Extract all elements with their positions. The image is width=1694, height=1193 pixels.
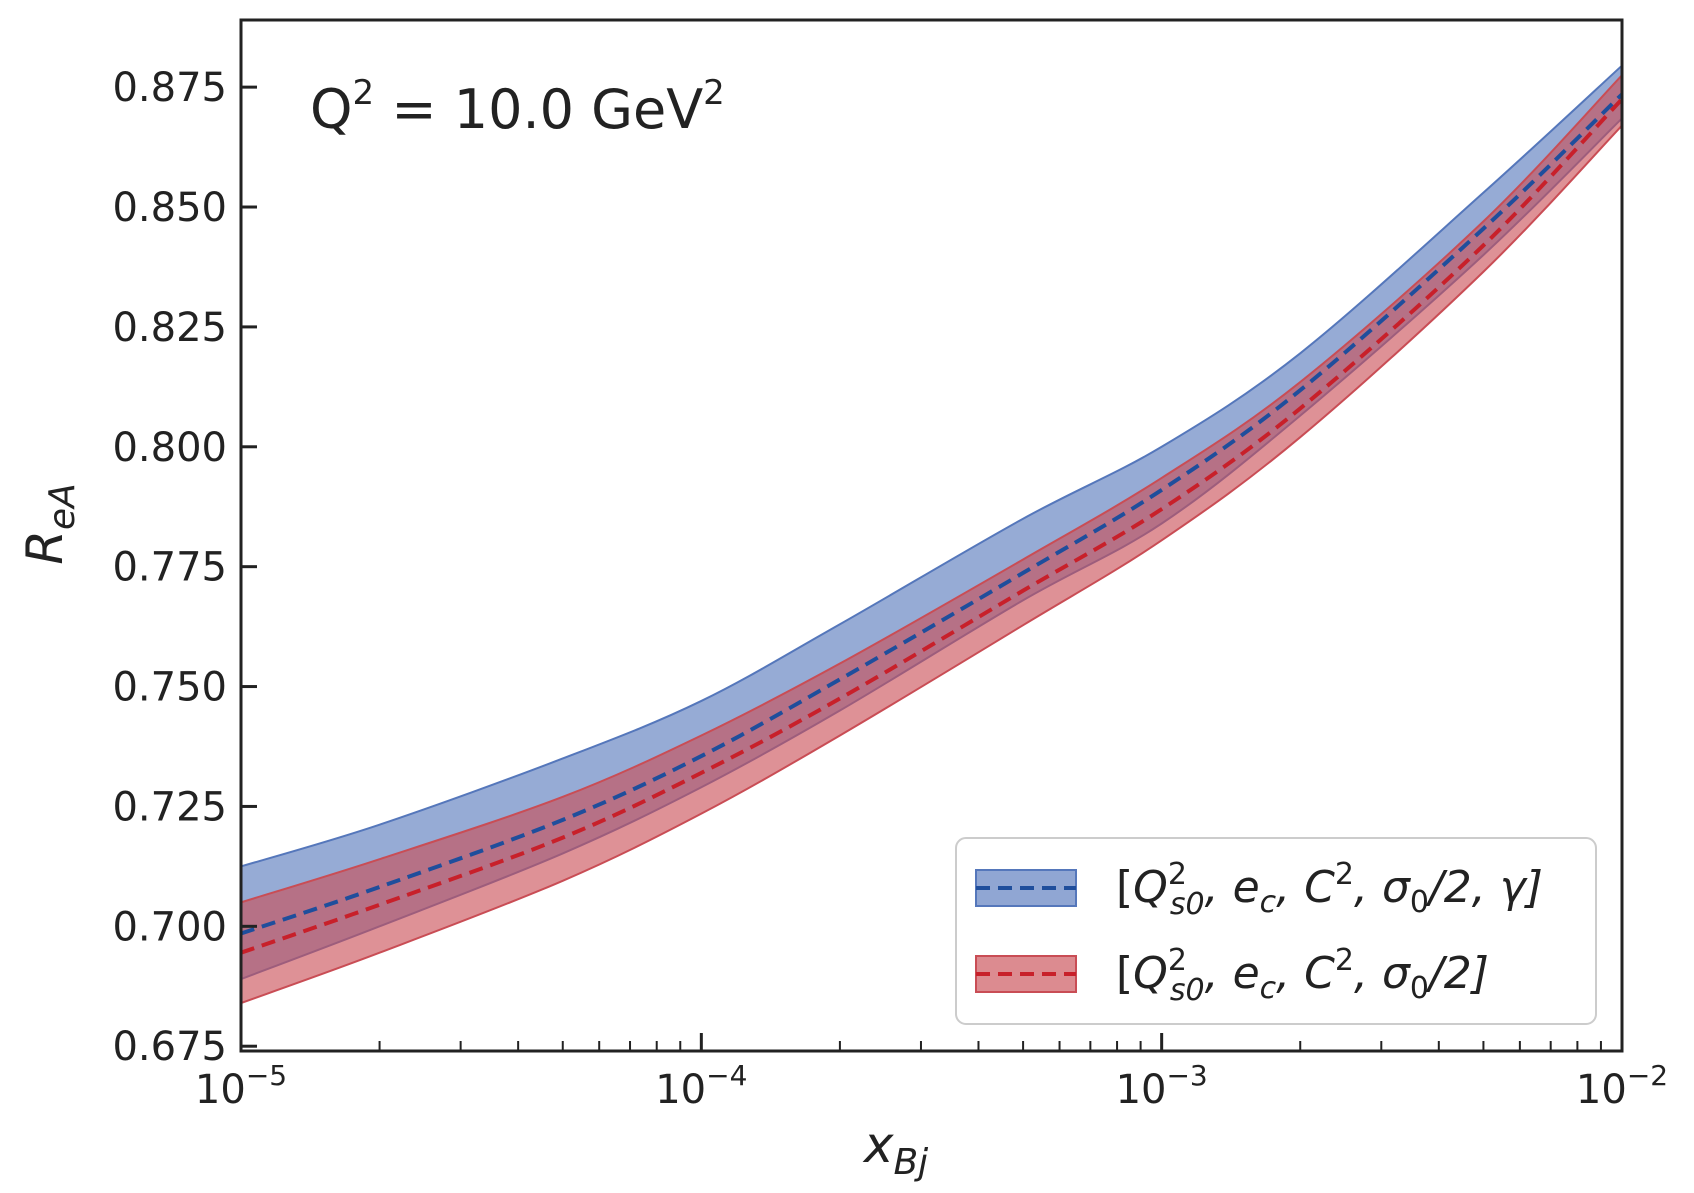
ticks-layer — [239, 85, 1624, 1051]
q2-annotation: Q2 = 10.0 GeV2 — [310, 73, 725, 141]
y-tick-label: 0.800 — [112, 425, 227, 471]
x-tick-label: 10−5 — [195, 1059, 287, 1113]
y-axis-label: ReA — [16, 483, 83, 565]
y-tick-label: 0.850 — [112, 185, 227, 231]
y-tick-label: 0.725 — [112, 784, 227, 830]
legend-label-blue: [Q2 s0, ec, C2, σ0/2, γ] — [1116, 857, 1543, 922]
legend: [Q2 s0, ec, C2, σ0/2, γ] [Q2 s0, ec, C2, σ… — [955, 837, 1597, 1025]
y-tick-label: 0.675 — [112, 1024, 227, 1070]
y-tick-label: 0.700 — [112, 904, 227, 950]
blue-central-line — [240, 92, 1624, 936]
y-tick-label: 0.825 — [112, 305, 227, 351]
y-tick-label: 0.875 — [112, 65, 227, 111]
x-axis-label: xBj — [862, 1116, 928, 1183]
y-tick-label: 0.775 — [112, 545, 227, 591]
x-tick-label: 10−3 — [1116, 1059, 1208, 1113]
x-tick-label: 10−4 — [655, 1059, 747, 1113]
lines-layer — [240, 92, 1624, 955]
plot-frame — [239, 18, 1624, 1053]
legend-box — [955, 837, 1597, 1025]
y-tick-label: 0.750 — [112, 665, 227, 711]
legend-label-red: [Q2 s0, ec, C2, σ0/2] — [1116, 943, 1489, 1008]
x-tick-label: 10−2 — [1576, 1059, 1668, 1113]
tick-labels-layer: 0.675 0.700 0.725 0.750 0.775 0.800 0.825 0.850… — [112, 65, 1668, 1113]
red-central-line — [240, 97, 1624, 955]
